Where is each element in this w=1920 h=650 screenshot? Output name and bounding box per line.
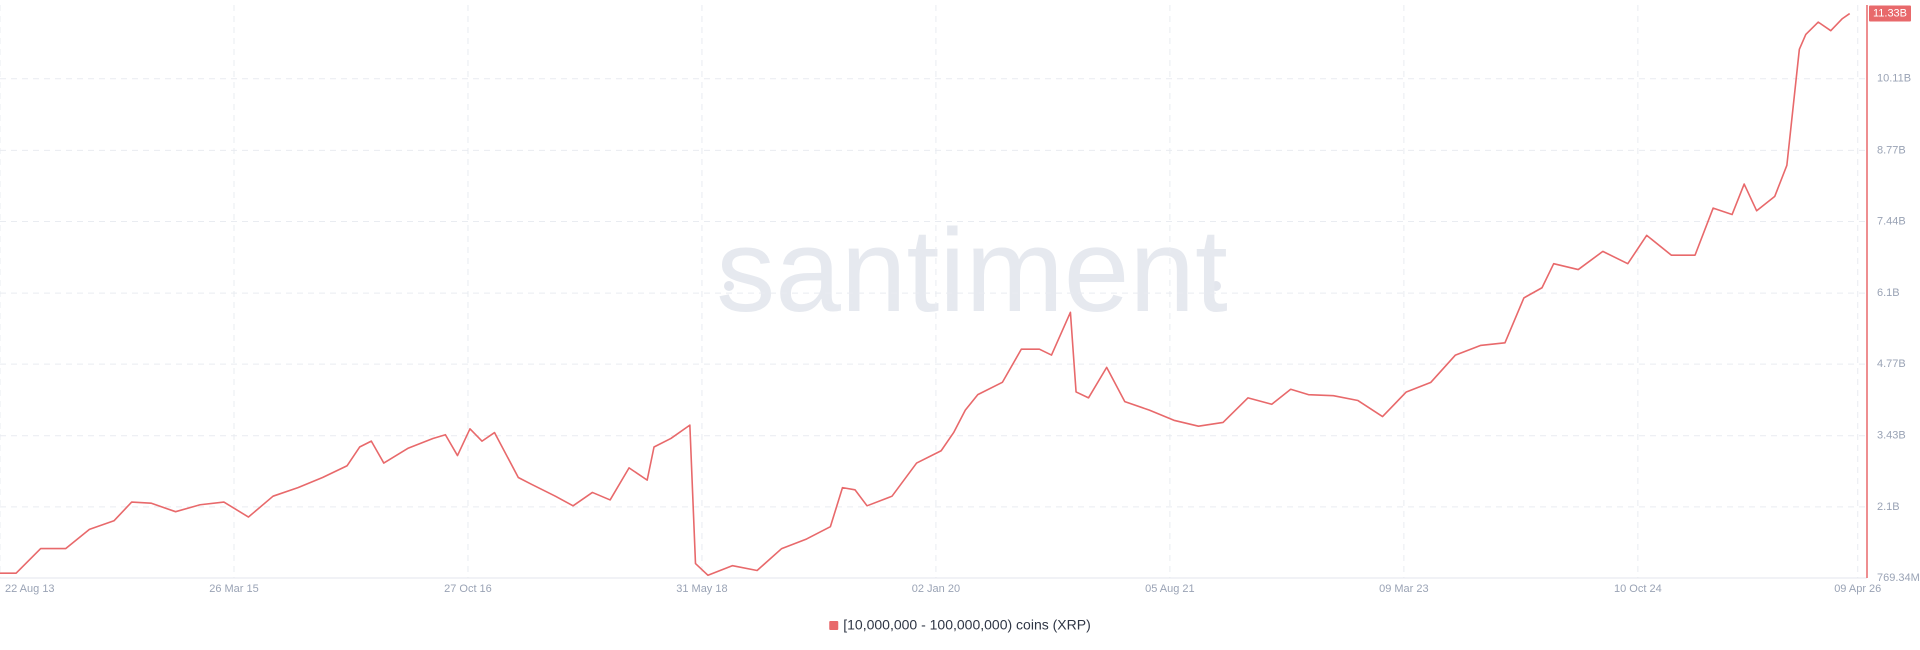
y-tick-label: 8.77B [1877, 144, 1906, 156]
y-tick-label: 7.44B [1877, 215, 1906, 227]
x-tick-label: 10 Oct 24 [1614, 583, 1662, 595]
x-tick-label: 05 Aug 21 [1145, 583, 1195, 595]
y-tick-label: 3.43B [1877, 430, 1906, 442]
y-tick-label: 10.11B [1877, 73, 1911, 85]
x-tick-label: 09 Apr 26 [1834, 583, 1881, 595]
y-tick-label: 769.34M [1877, 572, 1920, 584]
watermark-group: santiment [716, 205, 1228, 337]
legend-swatch [829, 621, 839, 630]
watermark: santiment [716, 205, 1228, 337]
y-tick-label: 4.77B [1877, 358, 1906, 370]
legend-label: [10,000,000 - 100,000,000) coins (XRP) [843, 617, 1091, 633]
x-tick-label: 22 Aug 13 [5, 583, 55, 595]
x-tick-label: 31 May 18 [676, 583, 727, 595]
x-tick-label: 09 Mar 23 [1379, 583, 1429, 595]
x-tick-label: 26 Mar 15 [209, 583, 259, 595]
watermark-dot [1211, 281, 1221, 291]
x-tick-label: 02 Jan 20 [912, 583, 960, 595]
legend: [10,000,000 - 100,000,000) coins (XRP) [829, 617, 1091, 633]
current-value-badge [1869, 5, 1911, 22]
x-tick-label: 27 Oct 16 [444, 583, 492, 595]
y-tick-label: 2.1B [1877, 501, 1900, 513]
watermark-dot [724, 281, 734, 291]
data-line [0, 12, 1851, 577]
current-value-label: 11.33B [1873, 7, 1907, 19]
y-tick-label: 6.1B [1877, 287, 1900, 299]
